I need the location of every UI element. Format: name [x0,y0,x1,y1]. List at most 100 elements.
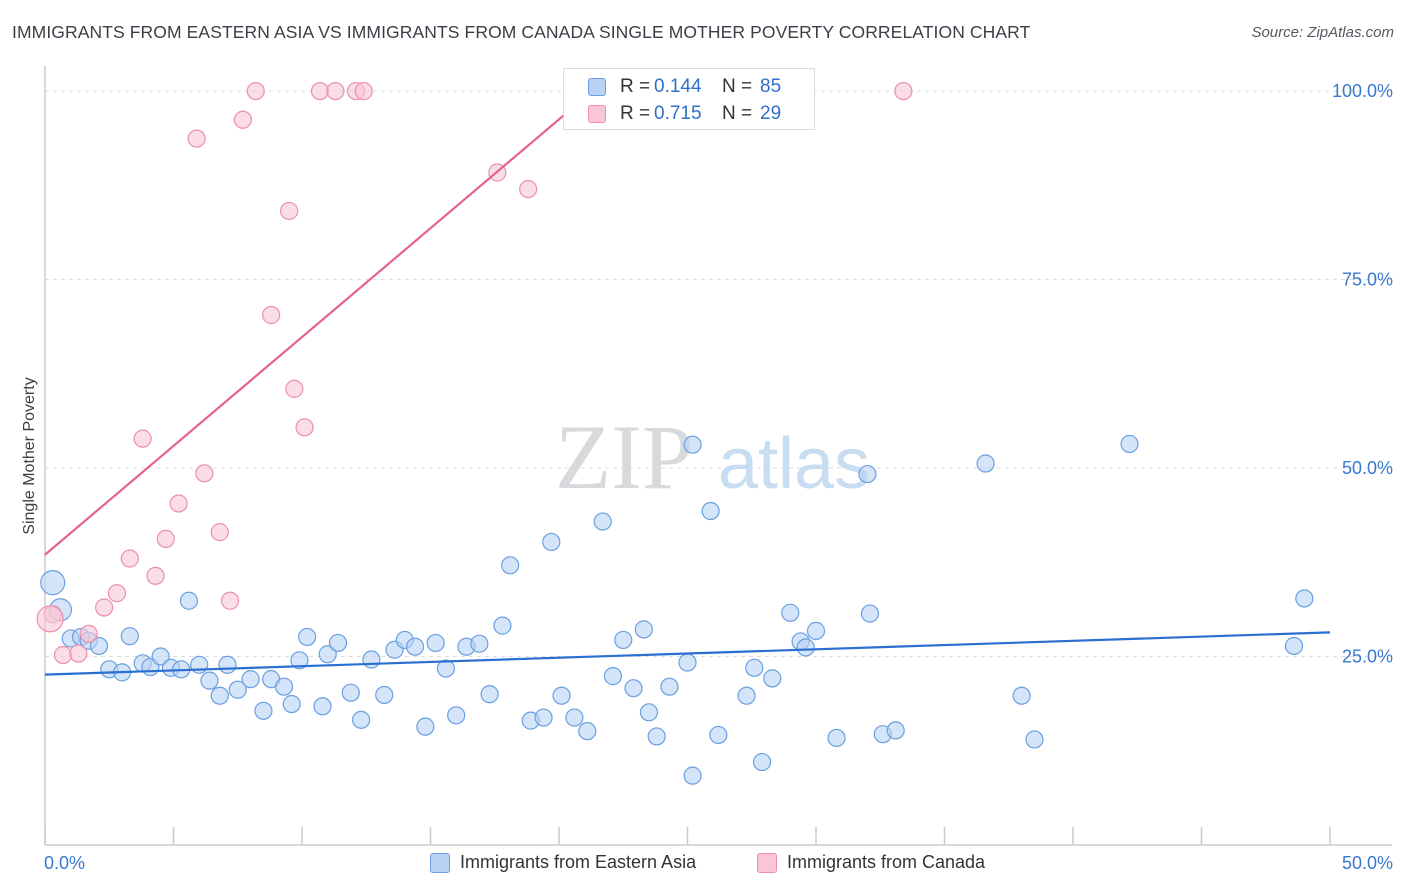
point-canada [519,179,538,199]
point-eastern-asia [493,616,512,635]
legend-row-pink: R = 0.715 N = 29 [588,102,781,126]
point-eastern-asia [634,620,653,639]
point-eastern-asia [614,630,633,650]
watermark: ZIP atlas [555,406,870,508]
legend-r-value: 0.715 [654,103,702,124]
x-tick-label: 50.0% [1342,853,1393,873]
point-canada [187,129,206,148]
point-canada [69,644,88,663]
legend-n-value: 85 [760,76,782,97]
legend-n-value: 29 [760,103,782,124]
point-eastern-asia [298,627,317,647]
point-eastern-asia [639,703,659,722]
legend-r-value: 0.144 [654,76,702,97]
axes [44,66,1392,846]
point-eastern-asia [318,645,337,664]
point-eastern-asia [860,604,880,623]
point-canada [295,418,314,437]
point-eastern-asia [179,591,199,610]
trend-line-canada [44,90,594,556]
point-eastern-asia [218,655,237,674]
legend-r-label: R = [620,76,651,97]
point-eastern-asia [647,727,666,746]
point-canada [95,598,114,617]
point-eastern-asia [352,710,371,729]
point-eastern-asia [552,686,571,705]
point-eastern-asia [341,683,360,702]
point-eastern-asia [313,697,332,716]
point-canada [210,523,229,542]
point-eastern-asia [781,603,800,622]
point-eastern-asia [274,677,294,696]
x-tick-label: 0.0% [44,853,85,873]
point-eastern-asia [375,685,394,705]
point-eastern-asia [241,670,260,689]
point-eastern-asia [827,728,846,748]
y-axis-label: Single Mother Poverty [21,377,38,535]
legend-item-eastern-asia: Immigrants from Eastern Asia [430,852,696,873]
point-eastern-asia [89,636,109,656]
point-eastern-asia [447,706,466,725]
legend-swatch-eastern-asia [430,852,450,873]
trend-lines [44,90,1331,676]
legend-label-eastern-asia: Immigrants from Eastern Asia [460,852,697,872]
point-eastern-asia [683,435,702,454]
point-eastern-asia [1120,434,1139,454]
point-canada [310,81,330,101]
chart-title: IMMIGRANTS FROM EASTERN ASIA VS IMMIGRAN… [12,22,1031,42]
point-eastern-asia [1025,730,1044,749]
point-eastern-asia [886,721,905,740]
legend-r-label: R = [620,103,651,124]
point-eastern-asia [200,671,219,690]
point-eastern-asia [501,556,520,575]
point-eastern-asia [593,512,612,531]
tick-labels: 25.0% 50.0% 75.0% 100.0% 0.0% 50.0% [44,81,1393,873]
point-eastern-asia [151,647,170,666]
point-canada [169,494,188,513]
y-tick-label: 100.0% [1332,81,1393,101]
y-tick-label: 25.0% [1342,647,1393,667]
point-eastern-asia [763,669,782,688]
point-eastern-asia [858,464,877,484]
point-eastern-asia [254,701,273,720]
point-canada [36,605,64,633]
watermark-zip: ZIP [555,406,693,508]
point-eastern-asia [426,633,445,653]
point-eastern-asia [120,627,139,646]
point-canada [354,81,373,101]
point-eastern-asia [701,501,720,521]
point-eastern-asia [534,708,553,727]
grid-lines [45,90,1392,658]
point-canada [280,201,299,221]
point-eastern-asia [542,532,561,552]
point-eastern-asia [228,680,247,699]
point-canada [894,81,913,101]
point-eastern-asia [565,708,584,727]
point-canada [195,464,214,483]
point-canada [246,81,265,101]
point-eastern-asia [683,766,702,785]
point-eastern-asia [678,653,697,672]
legend-swatch-canada [757,852,777,873]
point-canada [233,110,252,129]
point-eastern-asia [328,633,348,653]
point-eastern-asia [436,659,456,678]
y-tick-label: 50.0% [1342,458,1393,478]
y-tick-label: 75.0% [1342,270,1393,290]
point-eastern-asia [796,638,815,657]
point-canada [220,591,240,610]
legend-label-canada: Immigrants from Canada [787,852,986,872]
point-eastern-asia [480,685,499,704]
point-eastern-asia [976,454,995,473]
legend-n-label: N = [722,103,753,124]
point-eastern-asia [737,686,756,705]
point-eastern-asia [470,634,489,653]
legend-swatch-blue [588,78,606,96]
legend-item-canada: Immigrants from Canada [757,852,985,873]
point-eastern-asia [40,570,66,596]
point-eastern-asia [405,637,425,656]
point-eastern-asia [578,722,597,741]
point-eastern-asia [282,694,301,714]
point-eastern-asia [709,725,728,745]
